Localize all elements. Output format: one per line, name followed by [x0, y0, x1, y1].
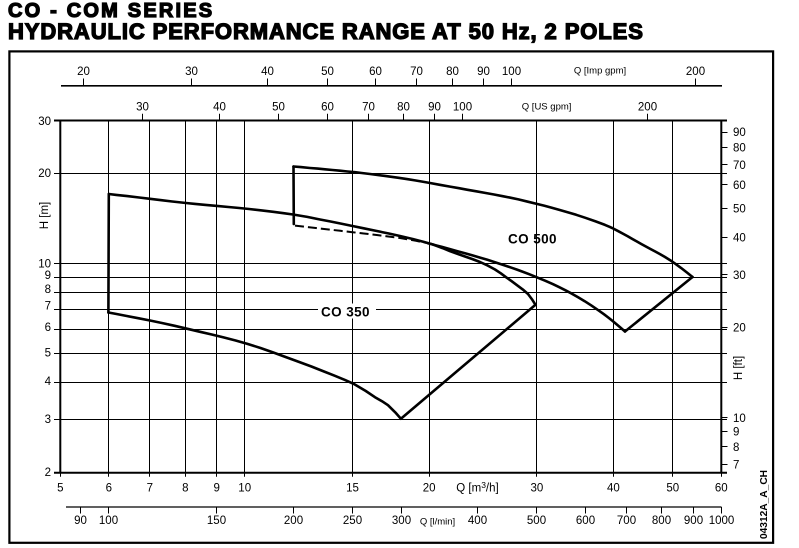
svg-text:70: 70: [410, 66, 423, 78]
svg-text:70: 70: [733, 160, 746, 172]
svg-text:60: 60: [733, 180, 746, 192]
svg-text:CO 350: CO 350: [321, 305, 370, 320]
svg-text:400: 400: [468, 515, 487, 527]
svg-text:200: 200: [686, 66, 705, 78]
svg-text:100: 100: [453, 102, 472, 114]
svg-text:50: 50: [321, 66, 334, 78]
svg-text:Q [l/min]: Q [l/min]: [420, 517, 455, 528]
svg-text:40: 40: [213, 102, 226, 114]
svg-text:5: 5: [45, 348, 51, 360]
svg-text:9: 9: [733, 427, 739, 439]
svg-text:1000: 1000: [709, 515, 735, 527]
svg-text:40: 40: [261, 66, 274, 78]
svg-text:90: 90: [428, 102, 441, 114]
svg-text:4: 4: [45, 376, 52, 388]
svg-text:900: 900: [684, 515, 703, 527]
svg-text:20: 20: [733, 323, 746, 335]
svg-text:6: 6: [106, 483, 112, 495]
svg-text:9: 9: [45, 270, 51, 282]
svg-text:150: 150: [207, 515, 226, 527]
svg-text:50: 50: [272, 102, 285, 114]
svg-text:80: 80: [446, 66, 459, 78]
svg-text:500: 500: [527, 515, 546, 527]
svg-text:8: 8: [182, 483, 188, 495]
svg-text:Q [US gpm]: Q [US gpm]: [522, 102, 572, 113]
svg-text:80: 80: [733, 142, 746, 154]
svg-text:80: 80: [397, 102, 410, 114]
svg-text:7: 7: [45, 301, 51, 313]
svg-text:H [m]: H [m]: [39, 202, 51, 229]
svg-text:30: 30: [136, 102, 149, 114]
svg-text:100: 100: [99, 515, 118, 527]
svg-text:90: 90: [477, 66, 490, 78]
svg-text:30: 30: [531, 483, 544, 495]
svg-text:60: 60: [715, 483, 728, 495]
svg-text:2: 2: [45, 467, 51, 479]
svg-text:8: 8: [733, 442, 739, 454]
svg-text:200: 200: [638, 102, 657, 114]
svg-text:10: 10: [238, 483, 251, 495]
svg-text:7: 7: [147, 483, 153, 495]
svg-text:04312A_A_CH: 04312A_A_CH: [759, 470, 770, 539]
svg-text:100: 100: [502, 66, 521, 78]
svg-text:8: 8: [45, 284, 51, 296]
svg-text:20: 20: [38, 168, 51, 180]
svg-text:90: 90: [74, 515, 87, 527]
svg-text:Q [m3/h]: Q [m3/h]: [456, 480, 498, 495]
svg-text:800: 800: [652, 515, 671, 527]
svg-text:90: 90: [733, 127, 746, 139]
svg-text:5: 5: [57, 483, 63, 495]
svg-text:20: 20: [423, 483, 436, 495]
svg-text:20: 20: [77, 66, 90, 78]
svg-text:Q [Imp gpm]: Q [Imp gpm]: [574, 66, 626, 77]
svg-text:9: 9: [213, 483, 219, 495]
svg-text:10: 10: [733, 413, 746, 425]
svg-text:600: 600: [576, 515, 595, 527]
svg-text:250: 250: [343, 515, 362, 527]
svg-text:50: 50: [666, 483, 679, 495]
svg-text:40: 40: [733, 233, 746, 245]
svg-text:70: 70: [362, 102, 375, 114]
svg-text:60: 60: [321, 102, 334, 114]
svg-text:CO 500: CO 500: [508, 232, 557, 247]
svg-text:6: 6: [45, 322, 51, 334]
svg-text:30: 30: [38, 116, 51, 128]
svg-text:300: 300: [392, 515, 411, 527]
svg-text:50: 50: [733, 204, 746, 216]
svg-text:15: 15: [346, 483, 359, 495]
svg-text:700: 700: [617, 515, 636, 527]
svg-text:40: 40: [607, 483, 620, 495]
svg-text:10: 10: [38, 259, 51, 271]
svg-text:3: 3: [45, 414, 51, 426]
svg-text:60: 60: [369, 66, 382, 78]
svg-text:H [ft]: H [ft]: [733, 356, 745, 380]
svg-text:200: 200: [284, 515, 303, 527]
svg-text:30: 30: [733, 270, 746, 282]
svg-text:7: 7: [733, 459, 739, 471]
svg-text:30: 30: [185, 66, 198, 78]
